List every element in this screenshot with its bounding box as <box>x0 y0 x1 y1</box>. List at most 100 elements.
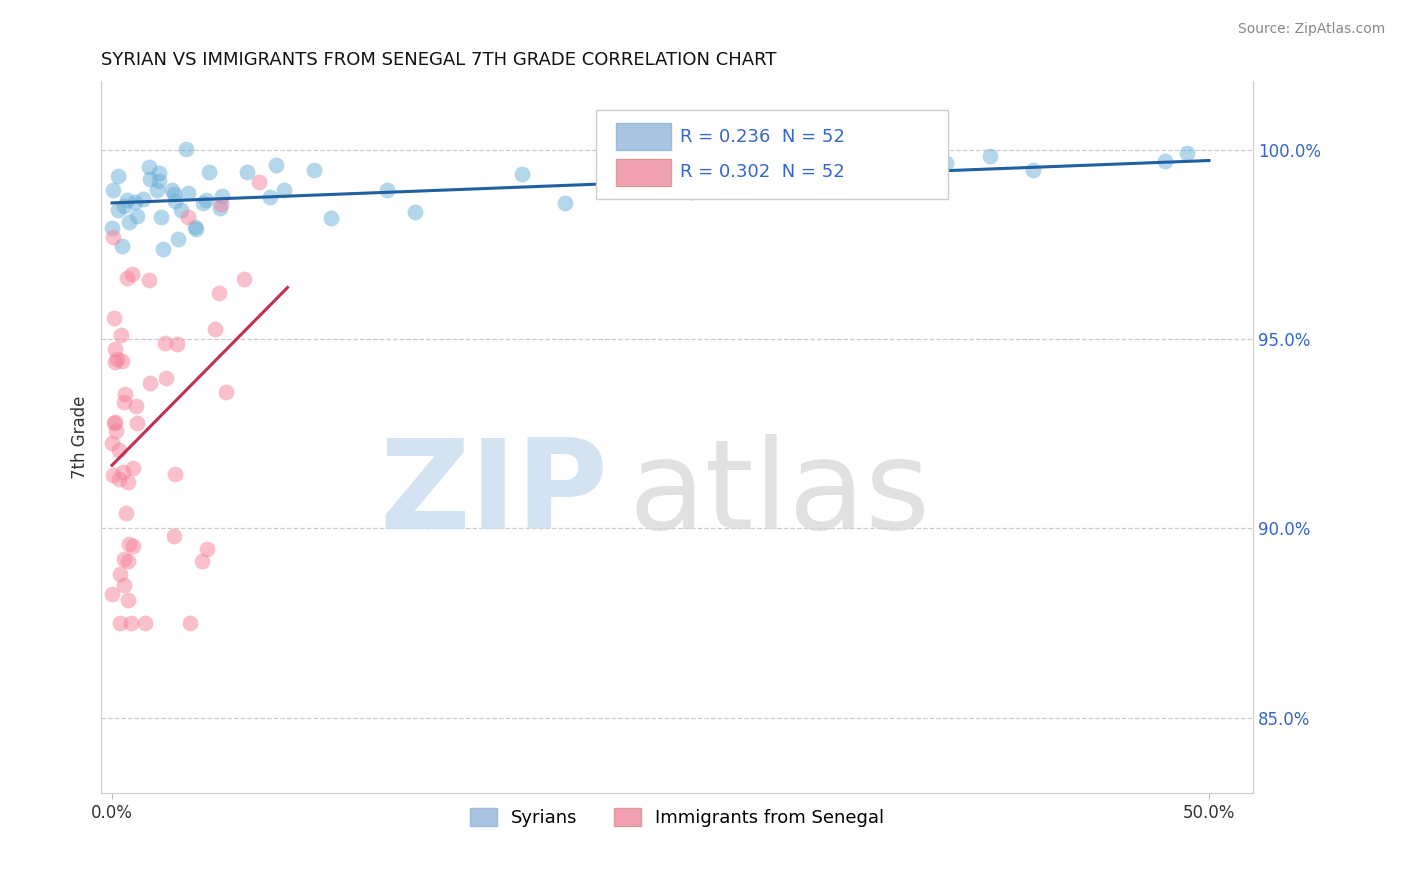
FancyBboxPatch shape <box>596 110 948 199</box>
Point <box>127 209 149 223</box>
Point <box>162 183 184 197</box>
Point <box>108 471 131 485</box>
Point <box>124 195 146 210</box>
Text: atlas: atlas <box>628 434 931 555</box>
Point <box>101 587 124 601</box>
Point <box>111 466 134 480</box>
Point <box>266 159 288 173</box>
Point <box>146 183 169 197</box>
Point <box>890 173 912 187</box>
Point <box>165 467 187 482</box>
Point <box>177 186 200 201</box>
Bar <box>616 123 671 151</box>
Point <box>138 376 160 390</box>
Point <box>1022 162 1045 177</box>
Point <box>195 542 218 557</box>
Point <box>215 384 238 399</box>
Point <box>259 189 281 203</box>
Point <box>101 436 124 450</box>
Point <box>108 567 131 582</box>
Point <box>104 415 127 429</box>
Point <box>112 199 135 213</box>
Point <box>681 186 703 200</box>
Point <box>208 201 231 215</box>
Point <box>120 615 142 630</box>
Point <box>107 442 129 457</box>
Point <box>115 506 138 520</box>
Point <box>319 211 342 226</box>
Bar <box>616 159 671 186</box>
Point <box>112 578 135 592</box>
Point <box>118 215 141 229</box>
Point <box>132 192 155 206</box>
Point <box>554 196 576 211</box>
Point <box>148 165 170 179</box>
Point <box>148 174 170 188</box>
Point <box>1175 146 1198 161</box>
Point <box>191 554 214 568</box>
Point <box>103 416 125 430</box>
Point <box>101 221 124 235</box>
Point <box>149 210 172 224</box>
Point <box>167 231 190 245</box>
Point <box>155 370 177 384</box>
Text: R = 0.236  N = 52: R = 0.236 N = 52 <box>681 128 845 146</box>
Text: R = 0.302  N = 52: R = 0.302 N = 52 <box>681 163 845 181</box>
Point <box>122 461 145 475</box>
Point <box>232 272 254 286</box>
Point <box>139 172 162 186</box>
Point <box>195 193 218 207</box>
Point <box>104 424 127 438</box>
Point <box>114 552 136 566</box>
Point <box>121 539 143 553</box>
Point <box>107 202 129 217</box>
Point <box>302 163 325 178</box>
Point <box>1154 154 1177 169</box>
Point <box>112 395 135 409</box>
Point <box>125 399 148 413</box>
Point <box>935 156 957 170</box>
Point <box>117 270 139 285</box>
Point <box>179 615 201 630</box>
Point <box>163 186 186 201</box>
Point <box>155 335 177 350</box>
Point <box>107 169 129 184</box>
Point <box>117 475 139 490</box>
Point <box>121 267 143 281</box>
Point <box>138 273 160 287</box>
Point <box>105 352 128 367</box>
Point <box>117 554 139 568</box>
Y-axis label: 7th Grade: 7th Grade <box>72 396 89 479</box>
Point <box>118 537 141 551</box>
Point <box>115 193 138 207</box>
Point <box>138 160 160 174</box>
Point <box>211 189 233 203</box>
Point <box>166 337 188 351</box>
Point <box>177 211 200 225</box>
Point <box>103 183 125 197</box>
Point <box>104 355 127 369</box>
Point <box>247 176 270 190</box>
Point <box>163 529 186 543</box>
Point <box>110 327 132 342</box>
Point <box>825 173 848 187</box>
Point <box>375 183 398 197</box>
Point <box>114 387 136 401</box>
Point <box>134 615 156 630</box>
Point <box>665 183 688 197</box>
Point <box>204 321 226 335</box>
Point <box>191 195 214 210</box>
Point <box>273 183 295 197</box>
Point <box>111 354 134 368</box>
Point <box>103 468 125 483</box>
Point <box>111 238 134 252</box>
Point <box>510 167 533 181</box>
Point <box>198 165 221 179</box>
Point <box>404 204 426 219</box>
Point <box>186 221 208 235</box>
Text: SYRIAN VS IMMIGRANTS FROM SENEGAL 7TH GRADE CORRELATION CHART: SYRIAN VS IMMIGRANTS FROM SENEGAL 7TH GR… <box>101 51 776 69</box>
Text: Source: ZipAtlas.com: Source: ZipAtlas.com <box>1237 22 1385 37</box>
Point <box>209 197 232 211</box>
Point <box>979 148 1001 162</box>
Point <box>174 142 197 156</box>
